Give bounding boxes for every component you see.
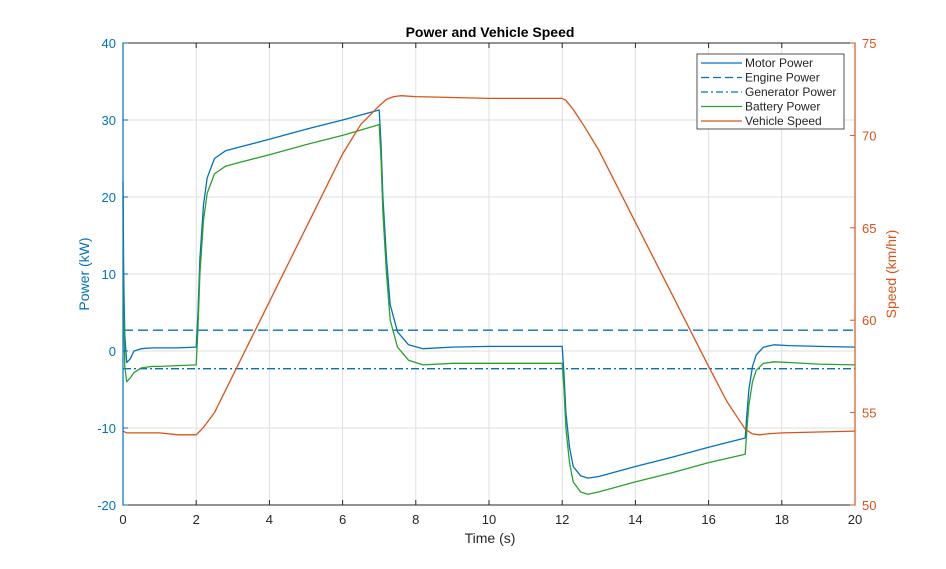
left-y-tick-label: 30 [102,113,116,128]
x-tick-label: 12 [555,512,569,527]
left-y-tick-label: -10 [97,421,116,436]
right-y-tick-label: 70 [862,128,876,143]
series-line-battery-power [122,123,856,495]
plot-lines [122,95,856,495]
left-y-tick-label: 10 [102,267,116,282]
legend-label-generator-power: Generator Power [745,85,836,99]
left-y-tick-label: 20 [102,190,116,205]
x-tick-label: 6 [339,512,346,527]
right-y-tick-label: 60 [862,313,876,328]
x-tick-label: 8 [412,512,419,527]
right-y-axis-title: Speed (km/hr) [883,230,899,319]
x-tick-label: 10 [482,512,496,527]
x-tick-label: 4 [266,512,273,527]
legend-label-vehicle-speed: Vehicle Speed [745,114,822,128]
x-tick-label: 2 [193,512,200,527]
right-y-tick-label: 55 [862,406,876,421]
x-tick-label: 14 [628,512,642,527]
x-tick-label: 16 [701,512,715,527]
left-y-axis-title: Power (kW) [76,237,92,310]
series-line-vehicle-speed [122,95,856,436]
right-y-tick-label: 50 [862,498,876,513]
x-axis-title: Time (s) [465,530,516,546]
left-y-tick-label: 40 [102,36,116,51]
legend-label-battery-power: Battery Power [745,100,820,114]
x-tick-label: 0 [119,512,126,527]
x-tick-label: 18 [775,512,789,527]
legend-label-motor-power: Motor Power [745,56,813,70]
right-y-tick-label: 65 [862,221,876,236]
left-y-tick-label: -20 [97,498,116,513]
axes: 0 2 4 6 8 10 12 14 16 18 20 -20 -10 0 10 20 30 40 50 55 60 65… [97,36,876,527]
x-tick-label: 20 [848,512,862,527]
chart-title: Power and Vehicle Speed [406,24,575,40]
legend-label-engine-power: Engine Power [745,71,820,85]
left-y-tick-label: 0 [109,344,116,359]
right-y-tick-label: 75 [862,36,876,51]
